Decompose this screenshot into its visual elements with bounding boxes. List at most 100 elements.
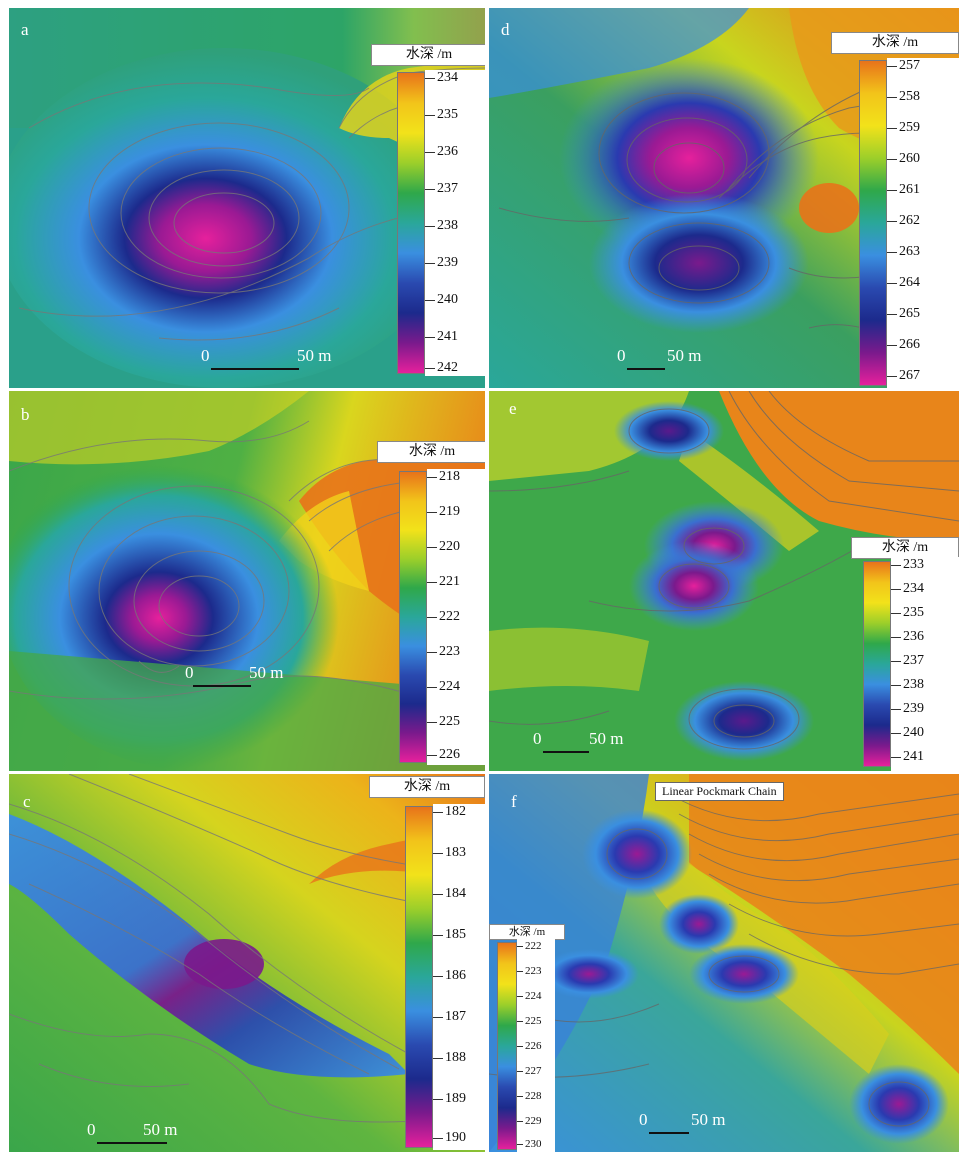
- tick: 230: [517, 1136, 555, 1152]
- tick: 187: [433, 1009, 485, 1025]
- colorbar-title: 水深 /m: [377, 441, 485, 463]
- tick: 220: [427, 539, 485, 555]
- tick: 264: [887, 275, 959, 291]
- colorbar-legend: 水深 /m 218 219 220 221 222 223 224 225 22…: [377, 441, 485, 771]
- colorbar-ticks: 233 234 235 236 237 238 239 240 241: [891, 557, 959, 771]
- tick: 259: [887, 120, 959, 136]
- panel-c: c 水深 /m 182 183 184 185 186 187 188 189 …: [9, 774, 485, 1152]
- panel-a: a 水深 /m 234 235 236 237 238 239 240 241 …: [9, 8, 485, 388]
- colorbar-ticks: 218 219 220 221 222 223 224 225 226: [427, 469, 485, 765]
- panel-label: a: [21, 20, 29, 39]
- tick: 257: [887, 58, 959, 74]
- scale-line: [211, 368, 299, 370]
- scale-line: [627, 368, 665, 370]
- colorbar-legend: 水深 /m 233 234 235 236 237 238 239 240 24…: [851, 537, 959, 771]
- colorbar-title: 水深 /m: [371, 44, 485, 66]
- colorbar-gradient: [497, 942, 517, 1150]
- tick: 219: [427, 504, 485, 520]
- scale-zero: 0: [87, 1120, 96, 1139]
- scale-distance: 50 m: [667, 346, 702, 365]
- tick: 182: [433, 804, 485, 820]
- scale-bar: 0 50 m: [533, 729, 653, 757]
- tick: 228: [517, 1088, 555, 1104]
- tick: 236: [425, 144, 485, 160]
- colorbar-title: 水深 /m: [851, 537, 959, 559]
- tick: 258: [887, 89, 959, 105]
- tick: 239: [425, 255, 485, 271]
- colorbar-gradient: [399, 471, 427, 763]
- colorbar-ticks: 182 183 184 185 186 187 188 189 190: [433, 804, 485, 1150]
- tick: 263: [887, 244, 959, 260]
- tick: 234: [891, 581, 959, 597]
- scale-bar: 0 50 m: [617, 346, 737, 374]
- colorbar-gradient: [405, 806, 433, 1148]
- tick: 222: [427, 609, 485, 625]
- scale-line: [649, 1132, 689, 1134]
- panel-f: f Linear Pockmark Chain 水深 /m 222 223 22…: [489, 774, 959, 1152]
- tick: 224: [517, 988, 555, 1004]
- scale-zero: 0: [533, 729, 542, 748]
- scale-distance: 50 m: [297, 346, 332, 365]
- tick: 235: [891, 605, 959, 621]
- tick: 188: [433, 1050, 485, 1066]
- tick: 266: [887, 337, 959, 353]
- scale-zero: 0: [617, 346, 626, 365]
- panel-e: e 水深 /m 233 234 235 236 237 238 239 240 …: [489, 391, 959, 771]
- colorbar-ticks: 222 223 224 225 226 227 228 229 230: [517, 938, 555, 1152]
- tick: 238: [891, 677, 959, 693]
- tick: 237: [891, 653, 959, 669]
- scale-zero: 0: [639, 1110, 648, 1129]
- tick: 186: [433, 968, 485, 984]
- tick: 184: [433, 886, 485, 902]
- panel-label: b: [21, 405, 30, 424]
- colorbar-legend: 水深 /m 182 183 184 185 186 187 188 189 19…: [369, 774, 485, 1152]
- scale-bar: 0 50 m: [185, 663, 335, 691]
- scale-line: [543, 751, 589, 753]
- scale-bar: 0 50 m: [201, 346, 351, 374]
- tick: 242: [425, 360, 485, 376]
- tick: 226: [517, 1038, 555, 1054]
- tick: 237: [425, 181, 485, 197]
- colorbar-gradient: [863, 561, 891, 767]
- panel-label: c: [23, 792, 31, 811]
- colorbar-ticks: 257 258 259 260 261 262 263 264 265 266 …: [887, 58, 959, 388]
- tick: 239: [891, 701, 959, 717]
- tick: 229: [517, 1113, 555, 1129]
- scale-bar: 0 50 m: [639, 1110, 759, 1138]
- tick: 223: [427, 644, 485, 660]
- scale-zero: 0: [185, 663, 194, 682]
- panel-label: d: [501, 20, 510, 39]
- scale-distance: 50 m: [249, 663, 284, 682]
- tick: 225: [427, 714, 485, 730]
- feature-callout: Linear Pockmark Chain: [655, 782, 784, 801]
- tick: 222: [517, 938, 555, 954]
- bathymetry-map-e: [489, 391, 959, 771]
- tick: 261: [887, 182, 959, 198]
- scale-zero: 0: [201, 346, 210, 365]
- tick: 227: [517, 1063, 555, 1079]
- tick: 240: [891, 725, 959, 741]
- tick: 189: [433, 1091, 485, 1107]
- tick: 225: [517, 1013, 555, 1029]
- tick: 240: [425, 292, 485, 308]
- tick: 226: [427, 747, 485, 763]
- panel-b: b 水深 /m 218 219 220 221 222 223 224 225 …: [9, 391, 485, 771]
- colorbar-legend: 水深 /m 234 235 236 237 238 239 240 241 24…: [369, 44, 485, 384]
- tick: 185: [433, 927, 485, 943]
- tick: 183: [433, 845, 485, 861]
- tick: 267: [887, 368, 959, 384]
- colorbar-legend: 水深 /m 222 223 224 225 226 227 228 229 23…: [489, 924, 565, 1152]
- scale-distance: 50 m: [589, 729, 624, 748]
- scale-distance: 50 m: [691, 1110, 726, 1129]
- panel-d: d 水深 /m 257 258 259 260 261 262 263 264 …: [489, 8, 959, 388]
- colorbar-title: 水深 /m: [369, 776, 485, 798]
- scale-distance: 50 m: [143, 1120, 178, 1139]
- scale-line: [97, 1142, 167, 1144]
- tick: 224: [427, 679, 485, 695]
- colorbar-title: 水深 /m: [489, 924, 565, 940]
- colorbar-ticks: 234 235 236 237 238 239 240 241 242: [425, 70, 485, 376]
- tick: 223: [517, 963, 555, 979]
- colorbar-gradient: [859, 60, 887, 386]
- tick: 236: [891, 629, 959, 645]
- tick: 233: [891, 557, 959, 573]
